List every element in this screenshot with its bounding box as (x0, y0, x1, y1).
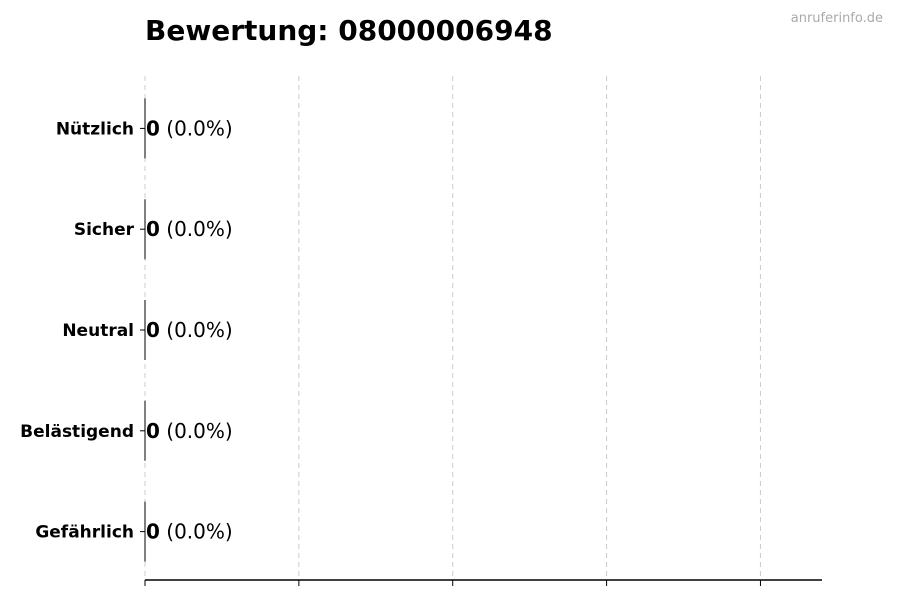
data-label: 0 (0.0%) (146, 318, 233, 342)
y-tick-label: Nützlich (56, 119, 134, 139)
y-tick-label: Gefährlich (35, 523, 134, 543)
data-label: 0 (0.0%) (146, 520, 233, 544)
y-tick-label: Sicher (74, 220, 135, 240)
data-label: 0 (0.0%) (146, 116, 233, 140)
data-percent: (0.0%) (160, 318, 233, 342)
data-value: 0 (146, 520, 160, 544)
y-tick-label: Belästigend (20, 422, 134, 442)
watermark: anruferinfo.de (791, 11, 883, 26)
data-label: 0 (0.0%) (146, 419, 233, 443)
data-percent: (0.0%) (160, 520, 233, 544)
chart-title: Bewertung: 08000006948 (145, 14, 553, 47)
data-value: 0 (146, 419, 160, 443)
data-percent: (0.0%) (160, 419, 233, 443)
data-percent: (0.0%) (160, 116, 233, 140)
data-value: 0 (146, 217, 160, 241)
y-tick-label: Neutral (62, 321, 134, 341)
data-percent: (0.0%) (160, 217, 233, 241)
data-label: 0 (0.0%) (146, 217, 233, 241)
data-value: 0 (146, 116, 160, 140)
data-value: 0 (146, 318, 160, 342)
